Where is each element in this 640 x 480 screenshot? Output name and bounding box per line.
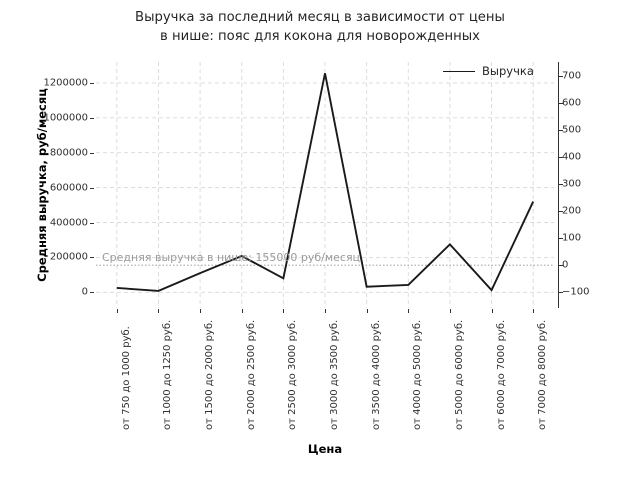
x-tick-mark <box>325 309 326 313</box>
x-tick-label: от 3500 до 4000 руб. <box>370 319 382 430</box>
y-tick-label-right: 500 <box>562 124 582 136</box>
x-tick-label: от 1000 до 1250 руб. <box>162 319 174 430</box>
y-tick-label-right: 200 <box>562 205 582 217</box>
y-tick-label-right: 600 <box>562 97 582 109</box>
x-tick-label: от 2500 до 3000 руб. <box>287 319 299 430</box>
x-tick-label: от 3000 до 3500 руб. <box>329 319 340 430</box>
y-tick-mark-left <box>90 222 94 224</box>
x-axis-label: Цена <box>307 442 343 456</box>
y-tick-label-left: 1200000 <box>43 77 88 89</box>
y-tick-mark-right <box>559 130 563 132</box>
x-tick-mark <box>116 309 118 313</box>
y-tick-label-left: 0 <box>81 286 88 298</box>
y-axis-left-label: Средняя выручка, руб/месяц <box>35 88 49 282</box>
average-revenue-annotation: Средняя выручка в нише: 155000 руб/месяц <box>102 251 361 265</box>
x-tick-mark <box>158 309 160 313</box>
data-line-Выручка[interactable] <box>116 73 535 292</box>
y-tick-label-left: 200000 <box>49 251 88 263</box>
y-tick-label-right: 400 <box>562 151 582 163</box>
y-tick-mark-right <box>559 238 563 240</box>
y-tick-mark-left <box>90 117 94 119</box>
chart-legend[interactable]: Выручка <box>443 64 534 78</box>
x-tick-mark <box>408 309 410 313</box>
x-tick-label: от 750 до 1000 руб. <box>120 326 132 430</box>
plot-area <box>96 62 554 308</box>
x-tick-label: от 1500 до 2000 руб. <box>204 319 216 430</box>
y-tick-mark-right <box>559 184 563 186</box>
y-tick-mark-right <box>559 211 563 213</box>
x-tick-label: от 4000 до 5000 руб. <box>412 319 424 430</box>
y-tick-mark-right <box>559 292 563 294</box>
plot-svg <box>96 62 554 308</box>
x-tick-mark <box>533 309 535 313</box>
y-tick-label-right: −100 <box>562 286 590 298</box>
x-tick-label: от 2000 до 2500 руб. <box>245 319 257 430</box>
chart-title: Выручка за последний месяц в зависимости… <box>135 10 505 44</box>
x-tick-mark <box>200 309 202 313</box>
y-tick-mark-left <box>90 187 94 189</box>
y-tick-mark-left <box>90 82 94 84</box>
y-tick-mark-right <box>559 76 563 78</box>
x-tick-mark <box>449 309 451 313</box>
y-tick-label-left: 1000000 <box>43 112 88 124</box>
x-tick-label: от 7000 до 8000 руб. <box>537 319 549 430</box>
x-tick-mark <box>491 309 493 313</box>
y-tick-label-left: 400000 <box>49 217 88 228</box>
y-tick-mark-right <box>559 157 563 159</box>
x-tick-label: от 6000 до 7000 руб. <box>495 319 507 430</box>
x-tick-mark <box>283 309 285 313</box>
legend-line-swatch <box>443 70 475 72</box>
y-tick-label-right: 0 <box>562 259 569 271</box>
y-tick-mark-right <box>559 265 563 267</box>
y-tick-label-right: 300 <box>562 178 582 190</box>
y-tick-mark-left <box>90 152 94 154</box>
x-tick-label: от 5000 до 6000 руб. <box>453 319 465 430</box>
y-tick-mark-right <box>559 103 563 105</box>
legend-label-revenue: Выручка <box>482 64 534 78</box>
y-tick-mark-left <box>90 257 94 259</box>
y-tick-mark-left <box>90 292 94 294</box>
y-tick-label-right: 100 <box>562 232 582 244</box>
x-tick-mark <box>241 309 243 313</box>
y-tick-label-left: 600000 <box>49 182 88 194</box>
y-tick-label-left: 800000 <box>49 147 88 159</box>
x-tick-mark <box>366 309 368 313</box>
axis-spine <box>558 62 559 308</box>
y-tick-label-right: 700 <box>562 70 582 82</box>
